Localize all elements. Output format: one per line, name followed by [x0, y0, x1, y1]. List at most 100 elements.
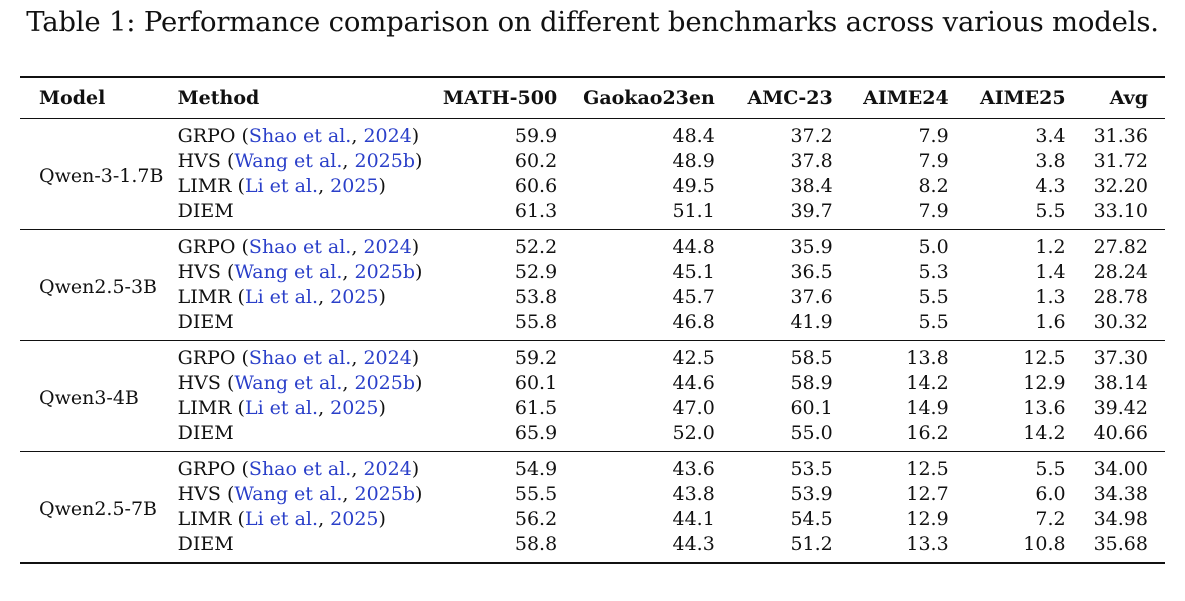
citation-year-link[interactable]: 2024 — [363, 458, 412, 480]
score-aime24: 5.3 — [918, 261, 949, 283]
header-method: Method — [177, 87, 260, 109]
method-cell: DIEM — [178, 310, 420, 341]
citation-authors-link[interactable]: Shao et al. — [248, 458, 352, 480]
score-math500: 58.8 — [514, 533, 558, 555]
score-amc23: 53.9 — [790, 483, 833, 505]
score-avg: 34.38 — [1093, 483, 1148, 505]
score-amc23: 41.9 — [790, 311, 833, 333]
model-name: Qwen2.5-3B — [39, 276, 158, 298]
score-amc23: 37.8 — [790, 150, 833, 172]
score-gaokao23en: 46.8 — [672, 311, 715, 333]
score-aime25: 1.3 — [1035, 286, 1066, 308]
method-name: HVS — [177, 150, 221, 172]
method-cell: DIEM — [178, 421, 420, 452]
table-caption: Table 1: Performance comparison on diffe… — [26, 6, 1159, 38]
score-aime25: 14.2 — [1023, 422, 1066, 444]
score-amc23: 60.1 — [790, 397, 833, 419]
method-name: DIEM — [177, 200, 234, 222]
score-amc23: 37.6 — [790, 286, 833, 308]
score-aime25: 4.3 — [1035, 175, 1066, 197]
score-aime24: 13.3 — [906, 533, 949, 555]
citation-year-link[interactable]: 2025b — [354, 150, 416, 172]
score-aime24: 16.2 — [906, 422, 949, 444]
score-avg: 34.98 — [1093, 508, 1148, 530]
citation-authors-link[interactable]: Shao et al. — [248, 236, 352, 258]
score-math500: 59.2 — [514, 347, 558, 369]
score-gaokao23en: 42.5 — [672, 347, 715, 369]
citation-year-link[interactable]: 2025 — [330, 286, 379, 308]
score-avg: 39.42 — [1093, 397, 1148, 419]
score-avg: 28.78 — [1093, 286, 1148, 308]
method-cell: LIMR (Li et al., 2025) — [177, 175, 386, 197]
score-avg: 28.24 — [1093, 261, 1148, 283]
method-name: DIEM — [177, 311, 234, 333]
citation-authors-link[interactable]: Shao et al. — [248, 125, 352, 147]
score-gaokao23en: 45.1 — [672, 261, 715, 283]
score-aime24: 7.9 — [918, 125, 949, 147]
method-name: DIEM — [177, 422, 234, 444]
citation-authors-link[interactable]: Shao et al. — [248, 347, 352, 369]
model-group: Qwen-3-1.7B GRPO (Shao et al., 2024) 59.9 4… — [20, 119, 1165, 230]
score-amc23: 35.9 — [790, 236, 833, 258]
score-aime25: 7.2 — [1035, 508, 1066, 530]
method-cell: GRPO (Shao et al., 2024) — [177, 347, 420, 369]
score-avg: 31.36 — [1093, 125, 1148, 147]
header-amc23: AMC-23 — [747, 87, 833, 109]
citation-year-link[interactable]: 2025b — [354, 483, 416, 505]
method-cell: HVS (Wang et al., 2025b) — [177, 372, 423, 394]
citation-authors-link[interactable]: Wang et al. — [234, 372, 343, 394]
score-aime24: 14.9 — [906, 397, 949, 419]
score-math500: 53.8 — [514, 286, 558, 308]
score-aime25: 1.4 — [1035, 261, 1066, 283]
citation-year-link[interactable]: 2025 — [330, 508, 379, 530]
results-table: Model Method MATH-500 Gaokao23en AMC-23 … — [20, 76, 1165, 564]
score-amc23: 58.5 — [790, 347, 833, 369]
header-math500: MATH-500 — [442, 87, 558, 109]
citation-year-link[interactable]: 2024 — [363, 347, 412, 369]
model-name: Qwen3-4B — [39, 387, 139, 409]
score-avg: 37.30 — [1093, 347, 1148, 369]
score-aime25: 3.8 — [1035, 150, 1066, 172]
score-math500: 61.5 — [514, 397, 558, 419]
score-gaokao23en: 47.0 — [672, 397, 715, 419]
score-gaokao23en: 45.7 — [672, 286, 715, 308]
citation-authors-link[interactable]: Li et al. — [244, 508, 319, 530]
citation-year-link[interactable]: 2025 — [330, 397, 379, 419]
citation-authors-link[interactable]: Li et al. — [244, 286, 319, 308]
model-group: Qwen2.5-3B GRPO (Shao et al., 2024) 52.2 44… — [20, 230, 1165, 341]
score-math500: 55.5 — [514, 483, 558, 505]
score-aime24: 12.7 — [906, 483, 949, 505]
score-math500: 61.3 — [514, 200, 558, 222]
citation-authors-link[interactable]: Wang et al. — [234, 483, 343, 505]
citation-authors-link[interactable]: Wang et al. — [234, 261, 343, 283]
model-group: Qwen2.5-7B GRPO (Shao et al., 2024) 54.9 43… — [20, 452, 1165, 563]
citation-year-link[interactable]: 2024 — [363, 125, 412, 147]
score-gaokao23en: 44.6 — [672, 372, 715, 394]
citation-authors-link[interactable]: Li et al. — [244, 397, 319, 419]
method-cell: DIEM — [178, 199, 420, 230]
method-cell: LIMR (Li et al., 2025) — [177, 286, 386, 308]
header-model: Model — [39, 87, 106, 109]
citation-year-link[interactable]: 2025b — [354, 372, 416, 394]
method-cell: HVS (Wang et al., 2025b) — [177, 150, 423, 172]
method-cell: GRPO (Shao et al., 2024) — [177, 125, 420, 147]
citation-authors-link[interactable]: Wang et al. — [234, 150, 343, 172]
score-avg: 27.82 — [1093, 236, 1148, 258]
score-aime24: 12.5 — [906, 458, 949, 480]
table-row: LIMR (Li et al., 2025) 60.6 49.5 38.4 8.2 4.3… — [20, 174, 1165, 199]
citation-year-link[interactable]: 2025b — [354, 261, 416, 283]
citation-year-link[interactable]: 2025 — [330, 175, 379, 197]
model-group: Qwen3-4B GRPO (Shao et al., 2024) 59.2 42.5… — [20, 341, 1165, 452]
score-amc23: 38.4 — [790, 175, 833, 197]
header-aime25: AIME25 — [980, 87, 1066, 109]
method-name: HVS — [177, 483, 221, 505]
method-cell: HVS (Wang et al., 2025b) — [177, 483, 423, 505]
citation-year-link[interactable]: 2024 — [363, 236, 412, 258]
score-gaokao23en: 43.6 — [672, 458, 715, 480]
score-amc23: 54.5 — [790, 508, 833, 530]
score-aime25: 1.6 — [1035, 311, 1066, 333]
table-row: LIMR (Li et al., 2025) 56.2 44.1 54.5 12.9 7.… — [20, 507, 1165, 532]
table-row: DIEM 58.8 44.3 51.2 13.3 10.8 35.68 — [20, 532, 1165, 563]
citation-authors-link[interactable]: Li et al. — [244, 175, 319, 197]
score-aime24: 5.0 — [918, 236, 949, 258]
